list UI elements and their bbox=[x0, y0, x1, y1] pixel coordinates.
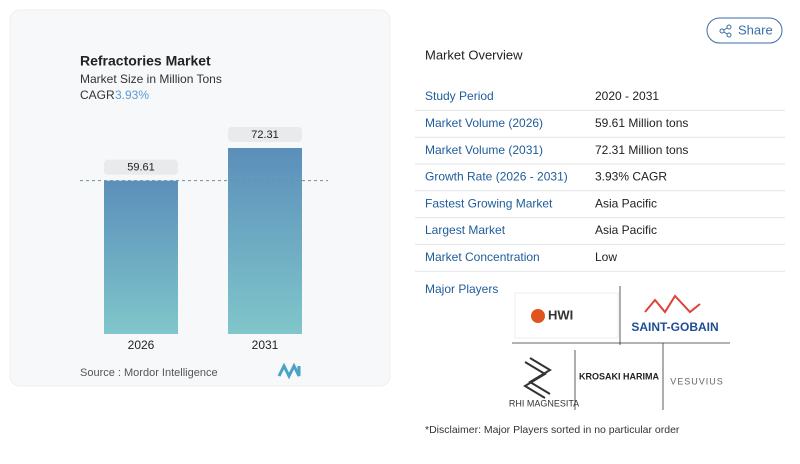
logo-mark bbox=[531, 309, 545, 323]
chart-title: Refractories Market bbox=[80, 53, 211, 69]
value-label-box bbox=[104, 159, 178, 175]
bar-chart: 59.61 2026 72.31 2031 bbox=[80, 127, 328, 352]
row-value: 3.93% CAGR bbox=[595, 170, 667, 184]
players-title: Major Players bbox=[425, 282, 498, 296]
chart-subtitle: Market Size in Million Tons bbox=[80, 72, 222, 86]
row-value: 59.61 Million tons bbox=[595, 116, 688, 130]
player-logo: HWI bbox=[548, 307, 573, 322]
bar bbox=[104, 180, 178, 334]
bar bbox=[228, 148, 302, 334]
row-label: Market Volume (2031) bbox=[425, 143, 543, 157]
row-value: Asia Pacific bbox=[595, 223, 657, 237]
share-icon bbox=[719, 24, 732, 38]
share-button[interactable] bbox=[706, 17, 783, 44]
row-value: 2020 - 2031 bbox=[595, 89, 659, 103]
overview-table: Study Period 2020 - 2031 Market Volume (20… bbox=[415, 89, 785, 272]
x-tick-label: 2026 bbox=[128, 338, 155, 352]
row-value: Low bbox=[595, 250, 617, 264]
row-label: Fastest Growing Market bbox=[425, 196, 553, 210]
row-value: 72.31 Million tons bbox=[595, 143, 688, 157]
source: Source : Mordor Intelligence bbox=[80, 367, 218, 379]
row-label: Largest Market bbox=[425, 223, 506, 237]
player-logo: VESUVIUS bbox=[670, 376, 724, 386]
logo-grid bbox=[512, 286, 730, 410]
row-label: Study Period bbox=[425, 89, 494, 103]
x-tick-label: 2031 bbox=[252, 338, 279, 352]
logo-mark bbox=[523, 357, 552, 399]
player-logo: RHI MAGNESITA bbox=[509, 398, 579, 408]
logo-mark bbox=[644, 294, 701, 314]
value-label: 72.31 bbox=[251, 129, 279, 141]
value-label-box bbox=[228, 127, 302, 142]
share-label[interactable]: Share bbox=[738, 22, 773, 37]
disclaimer: *Disclaimer: Major Players sorted in no … bbox=[425, 424, 680, 436]
player-logo: KROSAKI HARIMA bbox=[579, 371, 659, 381]
overview-title: Market Overview bbox=[425, 47, 523, 62]
row-value: Asia Pacific bbox=[595, 196, 657, 210]
value-label: 59.61 bbox=[127, 162, 155, 174]
brand-icon bbox=[277, 362, 301, 380]
row-label: Market Concentration bbox=[425, 250, 540, 264]
player-logo: SAINT-GOBAIN bbox=[631, 320, 718, 334]
cagr-value: 3.93% bbox=[115, 88, 149, 102]
row-label: Growth Rate (2026 - 2031) bbox=[425, 170, 568, 184]
cagr-label: CAGR bbox=[80, 88, 115, 102]
row-label: Market Volume (2026) bbox=[425, 116, 543, 130]
